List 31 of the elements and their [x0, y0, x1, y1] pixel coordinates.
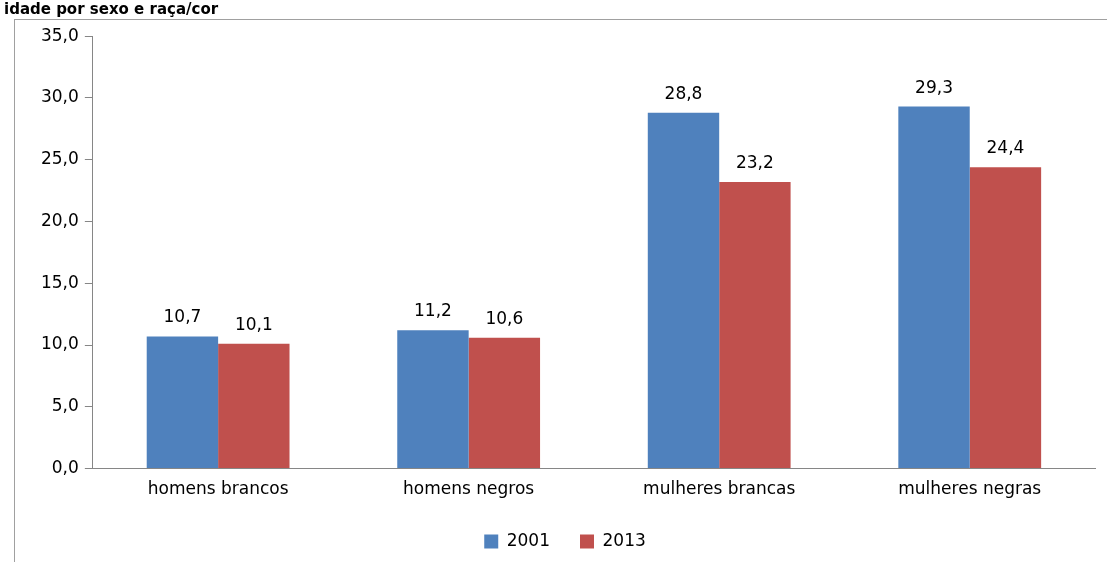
- data-label: 29,3: [915, 76, 953, 97]
- bar: [969, 167, 1042, 469]
- bar: [647, 112, 720, 469]
- bar: [468, 337, 541, 469]
- y-tick-label: 30,0: [40, 86, 79, 107]
- y-tick-label: 5,0: [51, 395, 79, 416]
- y-tick-label: 15,0: [40, 271, 79, 292]
- y-tick-label: 25,0: [40, 148, 79, 169]
- x-tick-label: homens brancos: [147, 478, 289, 499]
- bar: [719, 181, 791, 469]
- x-tick-label: mulheres brancas: [643, 478, 796, 499]
- bar: [218, 343, 290, 469]
- legend-label: 2013: [602, 529, 646, 550]
- x-tick-label: homens negros: [403, 478, 535, 499]
- bar: [898, 106, 970, 469]
- y-tick-label: 20,0: [40, 209, 79, 230]
- data-label: 10,1: [234, 313, 273, 334]
- data-label: 10,7: [163, 306, 202, 327]
- legend-label: 2001: [506, 529, 550, 550]
- bar: [397, 330, 469, 469]
- data-label: 23,2: [735, 151, 774, 172]
- data-label: 28,8: [664, 82, 703, 103]
- chart-title: idade por sexo e raça/cor: [4, 0, 219, 18]
- bar: [146, 336, 219, 469]
- x-tick-label: mulheres negras: [898, 478, 1042, 499]
- data-label: 24,4: [986, 137, 1025, 158]
- data-label: 10,6: [485, 307, 524, 328]
- y-tick-label: 0,0: [51, 457, 79, 478]
- y-tick-label: 35,0: [40, 24, 79, 45]
- y-tick-label: 10,0: [40, 333, 79, 354]
- data-label: 11,2: [414, 300, 452, 321]
